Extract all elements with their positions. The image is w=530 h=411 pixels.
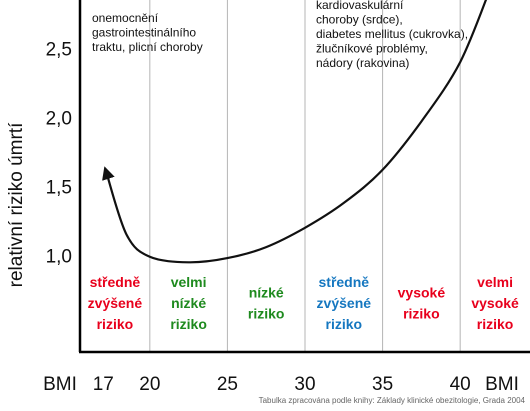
risk-curve (102, 0, 495, 264)
zone-label: velmi vysoké riziko (471, 274, 519, 332)
zone-label: středně zvýšené riziko (88, 274, 143, 332)
y-tick-label: 2,5 (46, 39, 72, 60)
x-tick-label: 25 (217, 374, 238, 395)
x-axis-title-left: BMI (43, 374, 77, 395)
y-axis-label: relativní riziko úmrtí (6, 122, 27, 287)
y-tick-label: 2,0 (46, 108, 72, 129)
x-tick-label: 30 (294, 374, 315, 395)
source-note: Tabulka zpracována podle knihy: Základy … (259, 396, 526, 405)
x-tick-label: 35 (372, 374, 393, 395)
annotation-text: onemocnění gastrointestinálního traktu, pl… (92, 11, 203, 54)
y-tick-label: 1,0 (46, 246, 72, 267)
zone-label: nízké riziko (248, 285, 285, 322)
x-tick-label: 17 (93, 374, 114, 395)
annotations: onemocnění gastrointestinálního traktu, pl… (92, 0, 468, 70)
risk-zones: středně zvýšené riziko velmi nízké riziko nízk… (88, 274, 519, 332)
zone-label: středně zvýšené riziko (317, 274, 372, 332)
risk-curve-line (102, 0, 495, 264)
zone-label: vysoké riziko (398, 285, 446, 322)
x-axis-title-right: BMI (485, 374, 519, 395)
y-tick-label: 1,5 (46, 177, 72, 198)
zone-label: velmi nízké riziko (170, 274, 207, 332)
x-tick-label: 40 (450, 374, 471, 395)
axes: 1,0 1,5 2,0 2,5 17 20 25 30 35 40 (46, 0, 530, 395)
x-tick-label: 20 (139, 374, 160, 395)
annotation-text: kardiovaskulární choroby (srdce), diabetes… (316, 0, 468, 70)
